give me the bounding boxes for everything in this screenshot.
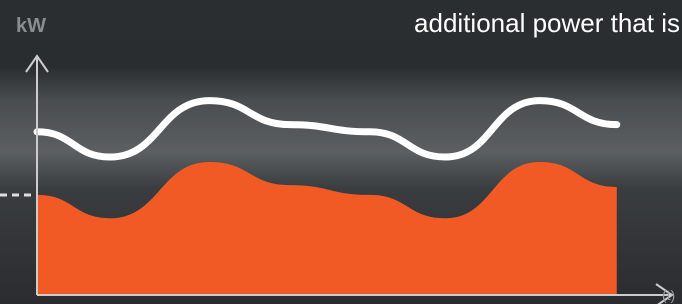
- y-axis-label: kW: [16, 15, 46, 37]
- chart: kW (t) additional power that is: [0, 0, 682, 304]
- x-axis-label: (t): [662, 287, 675, 303]
- caption: additional power that is: [414, 8, 680, 38]
